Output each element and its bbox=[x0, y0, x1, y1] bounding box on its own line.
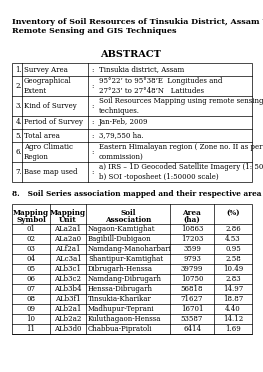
Text: Symbol: Symbol bbox=[16, 216, 46, 224]
Text: :: : bbox=[91, 82, 93, 90]
Text: 02: 02 bbox=[27, 235, 36, 243]
Text: 6.: 6. bbox=[16, 148, 22, 156]
Text: 39799: 39799 bbox=[181, 265, 203, 273]
Text: ALb3c1: ALb3c1 bbox=[54, 265, 82, 273]
Text: Dibrugarh-Henssa: Dibrugarh-Henssa bbox=[88, 265, 153, 273]
Text: 2.86: 2.86 bbox=[225, 225, 241, 233]
Text: Kuluthagaon-Henssa: Kuluthagaon-Henssa bbox=[88, 315, 161, 323]
Text: 8.   Soil Series association mapped and their respective area: 8. Soil Series association mapped and th… bbox=[12, 190, 261, 198]
Text: ALb3d0: ALb3d0 bbox=[54, 325, 82, 333]
Text: Remote Sensing and GIS Techniques: Remote Sensing and GIS Techniques bbox=[12, 27, 176, 35]
Text: 10863: 10863 bbox=[181, 225, 203, 233]
Text: Namdang-Dibrugarh: Namdang-Dibrugarh bbox=[88, 275, 162, 283]
Text: 05: 05 bbox=[27, 265, 36, 273]
Text: 3599: 3599 bbox=[183, 245, 201, 253]
Text: a) IRS – 1D Geocoded Satellite Imagery (1: 50000 scale)
b) SOI -toposheet (1:500: a) IRS – 1D Geocoded Satellite Imagery (… bbox=[99, 163, 263, 181]
Text: 9793: 9793 bbox=[183, 255, 201, 263]
Text: Area: Area bbox=[183, 209, 201, 217]
Text: :: : bbox=[91, 168, 93, 176]
Text: ALb3f1: ALb3f1 bbox=[55, 295, 81, 303]
Text: 10750: 10750 bbox=[181, 275, 203, 283]
Text: 7.: 7. bbox=[16, 168, 22, 176]
Text: 04: 04 bbox=[27, 255, 36, 263]
Text: 2.83: 2.83 bbox=[225, 275, 241, 283]
Text: ALc3a1: ALc3a1 bbox=[55, 255, 81, 263]
Text: Agro Climatic
Region: Agro Climatic Region bbox=[24, 143, 73, 161]
Text: Mapping: Mapping bbox=[50, 209, 86, 217]
Text: 95°22’ to 95°38’E  Longitudes and
27°23’ to 27°48’N   Latitudes: 95°22’ to 95°38’E Longitudes and 27°23’ … bbox=[99, 77, 222, 95]
Text: Tinsukia-Kharikar: Tinsukia-Kharikar bbox=[88, 295, 152, 303]
Text: :: : bbox=[91, 65, 93, 74]
Text: Madhupur-Teprani: Madhupur-Teprani bbox=[88, 305, 155, 313]
Text: 71627: 71627 bbox=[181, 295, 203, 303]
Text: 4.: 4. bbox=[16, 119, 22, 126]
Text: Survey Area: Survey Area bbox=[24, 65, 68, 74]
Bar bbox=[12, 63, 252, 182]
Text: Base map used: Base map used bbox=[24, 168, 78, 176]
Text: :: : bbox=[91, 102, 93, 110]
Text: Namdang-Manoharbari: Namdang-Manoharbari bbox=[88, 245, 172, 253]
Text: 4.53: 4.53 bbox=[225, 235, 241, 243]
Text: Jan-Feb, 2009: Jan-Feb, 2009 bbox=[99, 119, 149, 126]
Text: 1.69: 1.69 bbox=[225, 325, 241, 333]
Text: Kind of Survey: Kind of Survey bbox=[24, 102, 77, 110]
Text: 53587: 53587 bbox=[181, 315, 203, 323]
Text: 5.: 5. bbox=[16, 131, 22, 140]
Text: ALb2a1: ALb2a1 bbox=[54, 305, 82, 313]
Text: Inventory of Soil Resources of Tinsukia District, Assam Using: Inventory of Soil Resources of Tinsukia … bbox=[12, 18, 263, 26]
Text: 2.58: 2.58 bbox=[225, 255, 241, 263]
Text: Unit: Unit bbox=[59, 216, 77, 224]
Text: 10: 10 bbox=[27, 315, 36, 323]
Text: 10.49: 10.49 bbox=[223, 265, 243, 273]
Text: :: : bbox=[91, 131, 93, 140]
Text: Bagibill-Dubigaon: Bagibill-Dubigaon bbox=[88, 235, 152, 243]
Text: Period of Survey: Period of Survey bbox=[24, 119, 83, 126]
Text: 6414: 6414 bbox=[183, 325, 201, 333]
Text: ALb3c2: ALb3c2 bbox=[54, 275, 82, 283]
Text: Association: Association bbox=[105, 216, 151, 224]
Text: 3,79,550 ha.: 3,79,550 ha. bbox=[99, 131, 144, 140]
Text: Soil Resources Mapping using remote sensing and GIS
techniques.: Soil Resources Mapping using remote sens… bbox=[99, 97, 263, 115]
Text: 3.: 3. bbox=[16, 102, 22, 110]
Text: 18.87: 18.87 bbox=[223, 295, 243, 303]
Text: ALa2a1: ALa2a1 bbox=[54, 225, 82, 233]
Text: 1.: 1. bbox=[16, 65, 22, 74]
Text: :: : bbox=[91, 148, 93, 156]
Text: :: : bbox=[91, 119, 93, 126]
Text: 0.95: 0.95 bbox=[225, 245, 241, 253]
Text: 16701: 16701 bbox=[181, 305, 203, 313]
Text: Shantipur-Kamtighat: Shantipur-Kamtighat bbox=[88, 255, 163, 263]
Text: Geographical
Extent: Geographical Extent bbox=[24, 77, 72, 95]
Text: 08: 08 bbox=[27, 295, 36, 303]
Text: ALb2a2: ALb2a2 bbox=[54, 315, 82, 323]
Text: Nagaon-Kamtighat: Nagaon-Kamtighat bbox=[88, 225, 155, 233]
Text: 4.40: 4.40 bbox=[225, 305, 241, 313]
Text: 11: 11 bbox=[27, 325, 36, 333]
Bar bbox=[12, 204, 252, 334]
Text: (ha): (ha) bbox=[184, 216, 200, 224]
Text: (%): (%) bbox=[226, 209, 240, 217]
Text: Total area: Total area bbox=[24, 131, 60, 140]
Text: Eastern Himalayan region ( Zone no. II as per planning
commission): Eastern Himalayan region ( Zone no. II a… bbox=[99, 143, 263, 161]
Text: 03: 03 bbox=[27, 245, 36, 253]
Text: ABSTRACT: ABSTRACT bbox=[100, 50, 161, 59]
Text: 2.: 2. bbox=[16, 82, 22, 90]
Text: ALb3b4: ALb3b4 bbox=[54, 285, 82, 293]
Text: 17203: 17203 bbox=[181, 235, 203, 243]
Text: Soil: Soil bbox=[120, 209, 136, 217]
Text: Henssa-Dibrugarh: Henssa-Dibrugarh bbox=[88, 285, 153, 293]
Text: Mapping: Mapping bbox=[13, 209, 49, 217]
Text: 14.12: 14.12 bbox=[223, 315, 243, 323]
Text: Tinsukia district, Assam: Tinsukia district, Assam bbox=[99, 65, 184, 74]
Text: 01: 01 bbox=[27, 225, 36, 233]
Text: ALa2a0: ALa2a0 bbox=[54, 235, 82, 243]
Text: 09: 09 bbox=[27, 305, 36, 313]
Text: 56818: 56818 bbox=[181, 285, 203, 293]
Text: 14.97: 14.97 bbox=[223, 285, 243, 293]
Text: ALf2a1: ALf2a1 bbox=[55, 245, 81, 253]
Text: Chabbua-Pipratoli: Chabbua-Pipratoli bbox=[88, 325, 153, 333]
Text: 07: 07 bbox=[27, 285, 36, 293]
Text: 06: 06 bbox=[27, 275, 36, 283]
